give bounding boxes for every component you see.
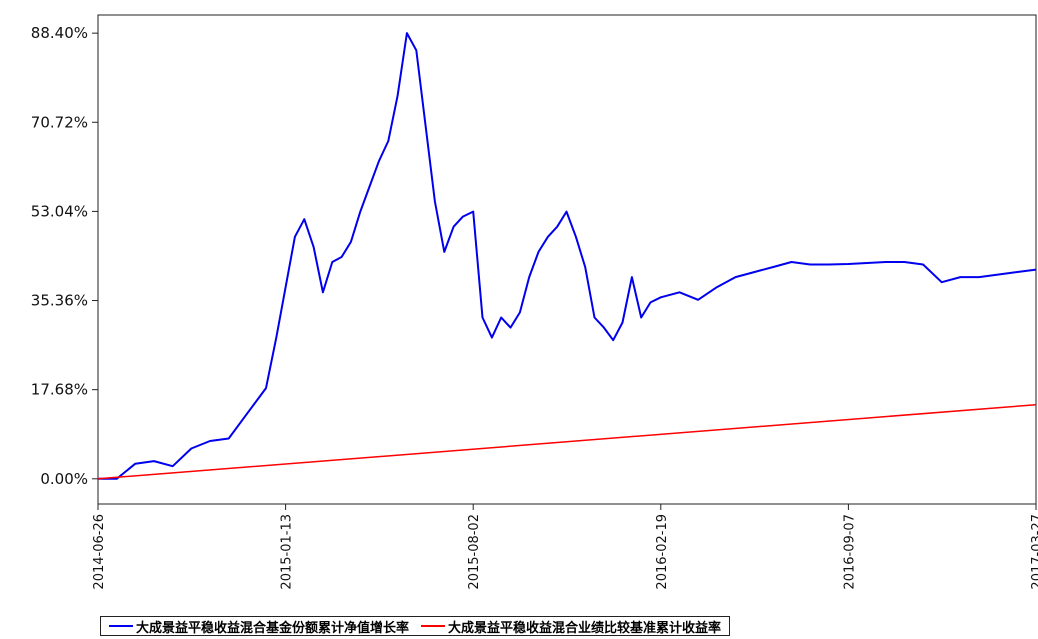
y-tick-label: 88.40% — [31, 24, 88, 42]
legend-swatch-benchmark — [421, 625, 446, 627]
x-tick-label: 2016-02-19 — [655, 514, 670, 590]
plot-frame — [97, 14, 1037, 505]
legend: 大成景益平稳收益混合基金份额累计净值增长率 大成景益平稳收益混合业绩比较基准累计… — [100, 616, 731, 636]
y-tick-label: 17.68% — [31, 381, 88, 399]
x-tick-label: 2016-09-07 — [842, 514, 857, 590]
y-axis: 0.00% 17.68% 35.36% 53.04% 70.72% 88.40% — [31, 24, 98, 488]
x-tick-label: 2014-06-26 — [92, 514, 107, 590]
series-line-fund — [98, 32, 1037, 480]
y-tick-label: 53.04% — [31, 202, 88, 220]
series-group — [97, 32, 1037, 480]
legend-label-benchmark: 大成景益平稳收益混合业绩比较基准累计收益率 — [448, 620, 722, 636]
x-tick-label: 2017-03-27 — [1030, 514, 1038, 590]
y-tick-label: 70.72% — [31, 113, 88, 131]
x-axis: 2014-06-26 2015-01-13 2015-08-02 2016-02-19… — [92, 504, 1038, 590]
legend-label-fund: 大成景益平稳收益混合基金份额累计净值增长率 — [136, 620, 410, 636]
x-tick-label: 2015-01-13 — [280, 514, 295, 590]
x-tick-label: 2015-08-02 — [467, 514, 482, 590]
y-tick-label: 35.36% — [31, 292, 88, 310]
series-line-benchmark — [97, 403, 1037, 480]
legend-swatch-fund — [109, 625, 133, 627]
y-tick-label: 0.00% — [40, 470, 88, 488]
legend-item-benchmark: 大成景益平稳收益混合业绩比较基准累计收益率 — [421, 617, 721, 636]
legend-item-fund: 大成景益平稳收益混合基金份额累计净值增长率 — [109, 617, 409, 636]
